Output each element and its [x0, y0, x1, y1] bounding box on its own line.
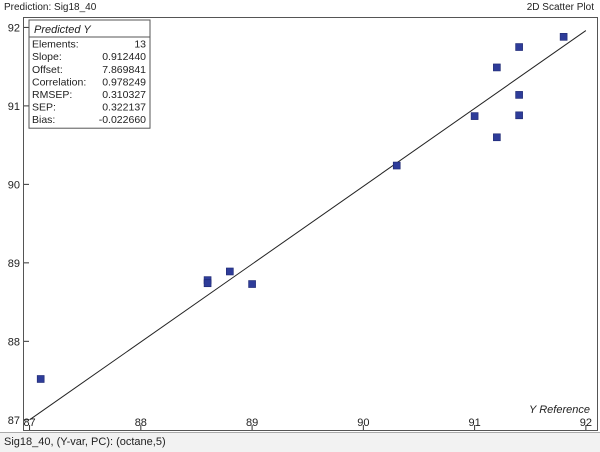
y-tick-label: 92	[8, 22, 20, 34]
data-point[interactable]	[470, 112, 479, 120]
y-tick-label: 89	[8, 258, 20, 270]
data-point[interactable]	[493, 63, 501, 72]
y-tick-label: 90	[8, 179, 20, 191]
window-title: Prediction: Sig18_40	[4, 2, 97, 13]
x-tick-label: 90	[357, 417, 369, 429]
x-tick-label: 87	[23, 417, 35, 429]
window-header: Prediction: Sig18_40 2D Scatter Plot	[0, 0, 600, 16]
y-tick-label: 88	[8, 336, 20, 348]
stats-box	[28, 19, 151, 129]
status-bar: Sig18_40, (Y-var, PC): (octane,5)	[0, 432, 600, 452]
x-tick-label: 92	[580, 417, 592, 429]
x-axis-label: Y Reference	[529, 404, 590, 416]
stats-row-label: Offset:	[32, 64, 63, 76]
data-point[interactable]	[392, 161, 401, 170]
data-point[interactable]	[226, 267, 234, 276]
data-point[interactable]	[515, 91, 523, 99]
data-point[interactable]	[559, 33, 568, 41]
data-point[interactable]	[248, 280, 256, 288]
stats-row-value: -0.022660	[99, 114, 146, 126]
data-point[interactable]	[493, 133, 501, 142]
stats-row-value: 0.978249	[102, 76, 146, 88]
data-point[interactable]	[36, 375, 45, 383]
stats-row-label: SEP:	[32, 102, 56, 114]
stats-row-value: 13	[134, 39, 146, 51]
stats-row-label: Correlation:	[32, 76, 86, 88]
regression-line	[29, 30, 587, 421]
stats-row-value: 0.322137	[102, 102, 146, 114]
stats-row-label: Bias:	[32, 114, 55, 126]
plot-type-label: 2D Scatter Plot	[526, 2, 594, 13]
x-tick-label: 91	[468, 417, 480, 429]
data-point[interactable]	[515, 43, 523, 51]
x-tick-label: 89	[246, 417, 258, 429]
stats-row-label: RMSEP:	[32, 89, 72, 101]
y-axis-label: Predicted Y	[34, 24, 91, 36]
stats-row-value: 7.869841	[102, 64, 146, 76]
stats-row-value: 0.310327	[102, 89, 146, 101]
data-point[interactable]	[515, 111, 523, 120]
stats-row-label: Elements:	[32, 39, 79, 51]
status-text: Sig18_40, (Y-var, PC): (octane,5)	[4, 436, 166, 448]
data-point[interactable]	[203, 279, 212, 288]
y-tick-label: 87	[8, 415, 20, 427]
stats-row-value: 0.912440	[102, 51, 146, 63]
x-tick-label: 88	[135, 417, 147, 429]
y-tick-label: 91	[8, 101, 20, 113]
stats-row-label: Slope:	[32, 51, 62, 63]
